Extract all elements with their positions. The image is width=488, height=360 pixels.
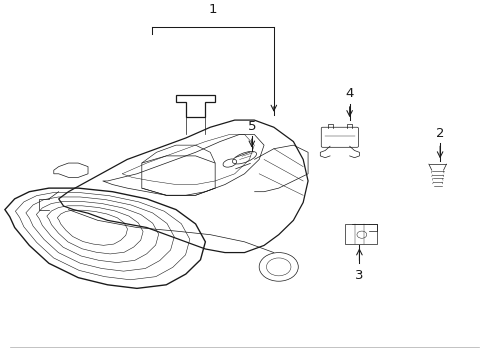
Text: 5: 5	[247, 120, 256, 132]
Text: 4: 4	[345, 87, 353, 100]
Text: 3: 3	[354, 269, 363, 282]
Text: 2: 2	[435, 127, 444, 140]
Text: 1: 1	[208, 3, 217, 16]
